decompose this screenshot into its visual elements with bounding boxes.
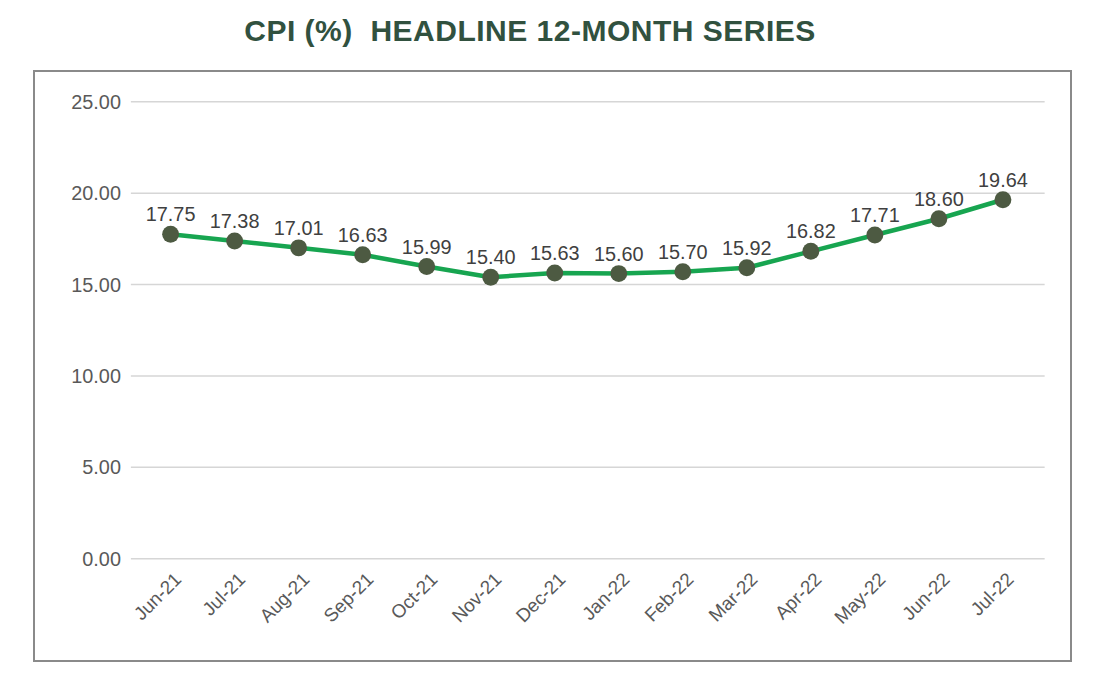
data-point-label: 15.63: [530, 242, 580, 264]
data-point-marker: [994, 191, 1011, 208]
x-tick-label: Dec-21: [512, 569, 570, 627]
x-tick-label: Jul-21: [198, 569, 249, 620]
data-point-label: 16.63: [338, 224, 388, 246]
data-point-marker: [482, 269, 499, 286]
data-point-label: 15.60: [594, 243, 644, 265]
data-point-label: 15.99: [402, 236, 452, 258]
y-tick-label: 5.00: [82, 456, 121, 478]
y-tick-label: 0.00: [82, 548, 121, 570]
y-tick-label: 25.00: [71, 91, 121, 113]
data-point-marker: [738, 259, 755, 276]
data-point-marker: [226, 233, 243, 250]
x-tick-label: Mar-22: [704, 569, 761, 626]
data-point-label: 17.01: [274, 217, 324, 239]
data-point-marker: [546, 265, 563, 282]
data-point-marker: [866, 227, 883, 244]
x-tick-label: Apr-22: [771, 569, 826, 624]
x-tick-label: Feb-22: [640, 569, 697, 626]
chart-plot-area: 25.00 20.00 15.00 10.00 5.00 0.00 Jun-21Jul-21…: [33, 70, 1072, 662]
data-point-marker: [290, 239, 307, 256]
data-point-label: 17.75: [146, 203, 196, 225]
data-point-label: 17.38: [210, 210, 260, 232]
x-tick-label: May-22: [830, 569, 889, 628]
x-tick-label: Oct-21: [387, 569, 442, 624]
data-point-marker: [930, 210, 947, 227]
data-point-label: 16.82: [786, 220, 836, 242]
cpi-line-chart: 25.00 20.00 15.00 10.00 5.00 0.00 Jun-21Jul-21…: [35, 72, 1070, 660]
y-tick-label: 15.00: [71, 274, 121, 296]
data-point-label: 19.64: [978, 169, 1028, 191]
y-tick-label: 10.00: [71, 365, 121, 387]
data-point-marker: [674, 263, 691, 280]
x-tick-label: Jun-22: [898, 569, 954, 625]
x-tick-label: Jun-21: [130, 569, 186, 625]
x-tick-label: Jul-22: [966, 569, 1017, 620]
data-point-label: 15.40: [466, 246, 516, 268]
x-tick-label: Jan-22: [578, 569, 634, 625]
x-tick-label: Nov-21: [448, 569, 506, 627]
data-point-marker: [162, 226, 179, 243]
data-point-label: 15.92: [722, 237, 772, 259]
data-point-label: 15.70: [658, 241, 708, 263]
data-point-marker: [354, 246, 371, 263]
x-tick-label: Aug-21: [256, 569, 314, 627]
data-point-label: 18.60: [914, 188, 964, 210]
data-point-marker: [418, 258, 435, 275]
data-point-label: 17.71: [850, 204, 900, 226]
data-point-marker: [610, 265, 627, 282]
data-point-marker: [802, 243, 819, 260]
chart-title: CPI (%) HEADLINE 12-MONTH SERIES: [0, 14, 1060, 48]
x-tick-label: Sep-21: [320, 569, 378, 627]
y-tick-label: 20.00: [71, 182, 121, 204]
